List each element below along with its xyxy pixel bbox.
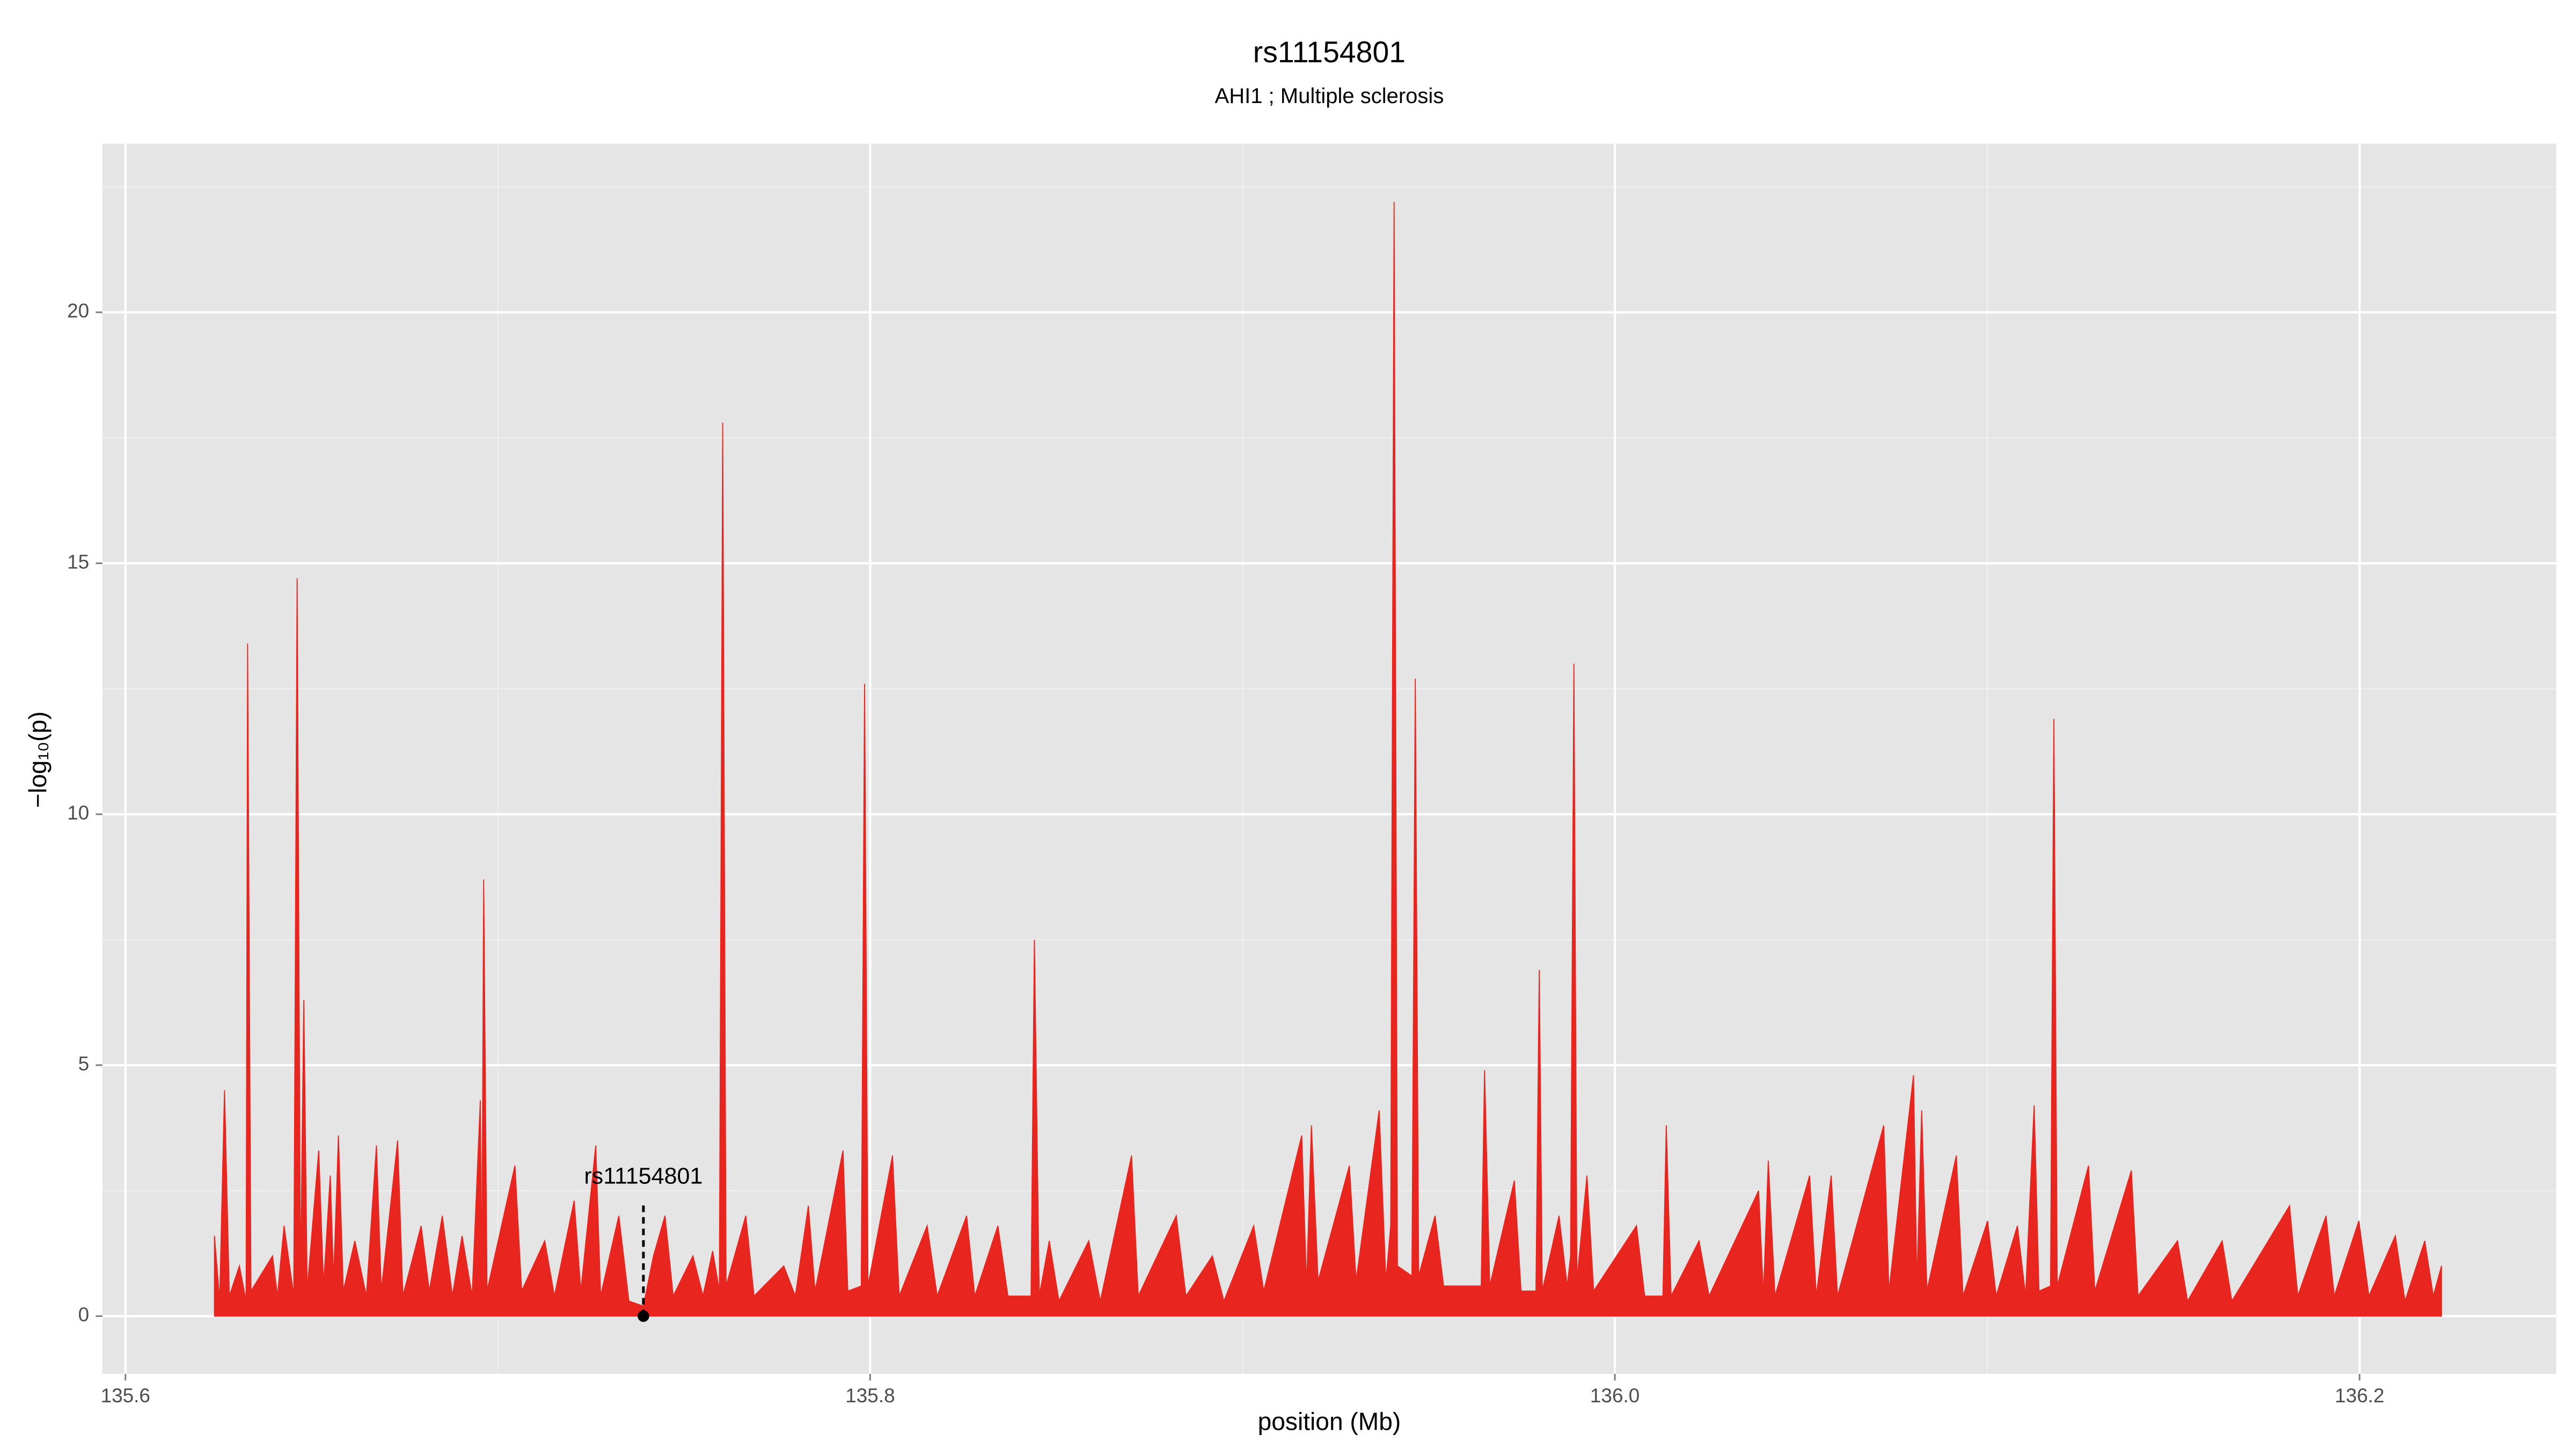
x-tick-label: 135.6 xyxy=(101,1385,150,1407)
y-axis-label: −log₁₀(p) xyxy=(24,712,52,808)
chart-title: rs11154801 xyxy=(1253,35,1406,69)
chart-subtitle: AHI1 ; Multiple sclerosis xyxy=(1215,84,1444,108)
x-tick-label: 136.0 xyxy=(1590,1385,1640,1407)
area xyxy=(214,202,2442,1317)
annotation-point xyxy=(638,1310,649,1322)
y-tick-label: 10 xyxy=(67,802,89,824)
y-tick-label: 0 xyxy=(78,1304,90,1326)
x-axis-label: position (Mb) xyxy=(1258,1407,1401,1435)
y-tick-label: 20 xyxy=(67,300,89,322)
plot-background xyxy=(102,143,2557,1374)
x-tick-label: 135.8 xyxy=(845,1385,895,1407)
annotation-label: rs11154801 xyxy=(584,1163,702,1189)
plot-layer xyxy=(102,143,2557,1374)
y-tick-label: 5 xyxy=(78,1053,90,1075)
y-tick-label: 15 xyxy=(67,551,89,573)
x-tick-label: 136.2 xyxy=(2335,1385,2384,1407)
